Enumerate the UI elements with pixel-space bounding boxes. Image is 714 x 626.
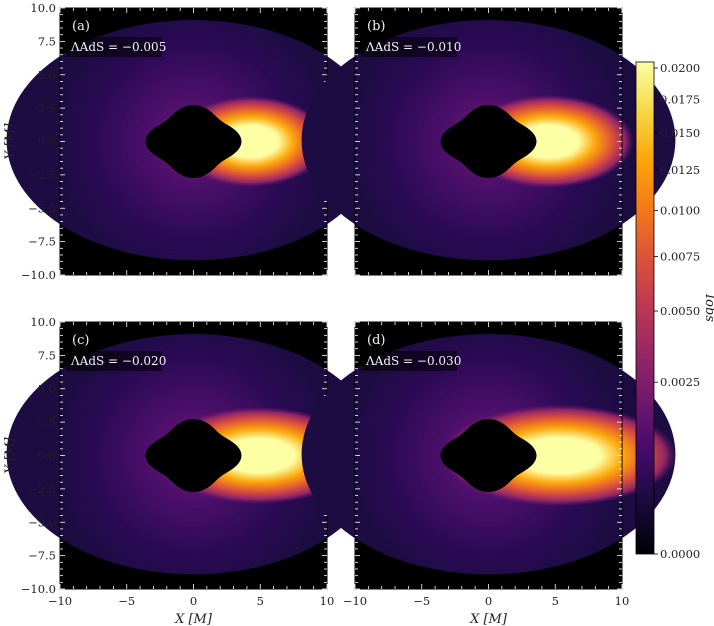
y-tick-label: 10.0 [30, 1, 56, 15]
y-tick-label: 7.5 [38, 348, 56, 362]
x-tick-label: 10 [320, 594, 335, 608]
y-tick-label: −5.0 [28, 515, 56, 529]
panel-d: (d) ΛAdS = −0.030 −10 −5 0 5 10 X [M] [301, 321, 677, 626]
colorbar-tick-label: 0.0075 [660, 249, 700, 263]
colorbar-gradient [635, 61, 655, 555]
x-tick-label: 0 [190, 594, 197, 608]
x-axis-label: X [M] [469, 612, 508, 626]
x-tick-label: 10 [615, 594, 630, 608]
colorbar-tick-label: 0.0150 [660, 126, 700, 140]
y-tick-label: −7.5 [28, 549, 56, 563]
y-axis-label: Y [M] [3, 122, 18, 159]
y-tick-label: −10.0 [21, 582, 56, 596]
lambda-label: ΛAdS = −0.030 [365, 354, 461, 368]
y-tick-label: 10.0 [30, 315, 56, 329]
y-axis-label: Y [M] [3, 436, 18, 473]
panel-a: (a) ΛAdS = −0.005 10.0 7.5 5.0 2.5 0.0 −2.5 −5.0… [3, 1, 381, 282]
panel-tag: (a) [72, 19, 90, 34]
lambda-label-bg [361, 37, 457, 57]
y-tick-label: −5.0 [28, 201, 56, 215]
colorbar-tick-label: 0.0200 [660, 61, 700, 75]
y-tick-label: 5.0 [38, 68, 56, 82]
colorbar-tick-label: 0.0125 [660, 163, 700, 177]
x-tick-label: −10 [48, 594, 72, 608]
black-hole-shadow [440, 105, 537, 178]
lambda-label: ΛAdS = −0.020 [70, 354, 166, 368]
black-hole-shadow [145, 105, 242, 178]
y-tick-label: 0.0 [38, 449, 56, 463]
y-tick-label: −7.5 [28, 235, 56, 249]
y-tick-label: 2.5 [38, 101, 56, 115]
x-tick-label: −5 [413, 594, 430, 608]
x-tick-label: 5 [552, 594, 559, 608]
x-tick-label: 5 [257, 594, 264, 608]
x-tick-label: −5 [118, 594, 135, 608]
y-tick-label: −2.5 [28, 168, 56, 182]
x-tick-label: 0 [485, 594, 492, 608]
x-axis-label: X [M] [174, 612, 213, 626]
colorbar-tick-label: 0.0050 [660, 304, 700, 318]
lambda-label-bg [66, 37, 162, 57]
panel-tag: (b) [367, 19, 385, 34]
y-tick-label: 0.0 [38, 135, 56, 149]
black-hole-shadow [145, 419, 242, 492]
lambda-label-bg [361, 351, 457, 371]
panel-tag: (c) [72, 333, 89, 348]
colorbar-label: Iobs [702, 293, 714, 322]
colorbar-tick-label: 0.0000 [660, 547, 700, 561]
lambda-label-bg [66, 351, 162, 371]
black-hole-shadow [440, 419, 537, 492]
y-tick-label: −2.5 [28, 482, 56, 496]
y-tick-label: 5.0 [38, 382, 56, 396]
y-tick-label: −10.0 [21, 268, 56, 282]
y-tick-label: 7.5 [38, 34, 56, 48]
lambda-label: ΛAdS = −0.010 [365, 40, 461, 54]
colorbar-tick-label: 0.0175 [660, 92, 700, 106]
y-tick-label: 2.5 [38, 415, 56, 429]
colorbar: 0.0000 0.0025 0.0050 0.0075 0.0100 0.0125 0.01… [635, 61, 714, 561]
panel-b: (b) ΛAdS = −0.010 [301, 7, 676, 276]
colorbar-tick-label: 0.0100 [660, 203, 700, 217]
lambda-label: ΛAdS = −0.005 [70, 40, 166, 54]
colorbar-tick-label: 0.0025 [660, 375, 700, 389]
panel-tag: (d) [367, 333, 385, 348]
panels-group: (a) ΛAdS = −0.005 10.0 7.5 5.0 2.5 0.0 −2.5 −5.0… [3, 1, 677, 626]
x-tick-label: −10 [343, 594, 367, 608]
